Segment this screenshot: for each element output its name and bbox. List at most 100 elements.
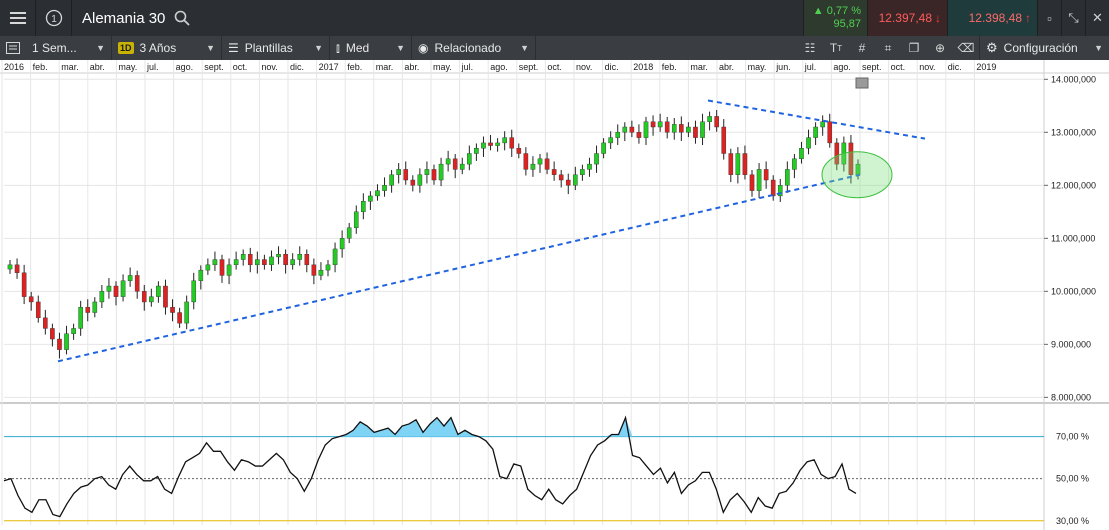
related-select[interactable]: ◉ Relacionado ▼: [412, 36, 536, 60]
candle-body: [212, 259, 218, 266]
price-tick-label: 13.000,000: [1051, 127, 1096, 137]
candle-body: [255, 259, 260, 266]
candle-body: [353, 211, 359, 228]
month-label: oct.: [891, 62, 906, 72]
magnet-icon[interactable]: ⊕: [934, 41, 946, 55]
price-chart[interactable]: 2016 feb. mar. abr. may. jul. ago. sept. oct. nov…: [0, 60, 1109, 530]
candle-body: [509, 137, 515, 149]
candle-body: [502, 137, 507, 144]
month-label: ago.: [176, 62, 194, 72]
chevron-down-icon: ▼: [1094, 43, 1103, 53]
close-icon[interactable]: ✕: [1085, 0, 1109, 36]
settings-select[interactable]: ⚙ Configuración ▼: [979, 36, 1109, 60]
month-label: oct.: [547, 62, 562, 72]
crosshair-icon[interactable]: ⌗: [884, 40, 892, 55]
expand-icon[interactable]: ⤡: [1061, 0, 1085, 36]
candle-body: [226, 264, 232, 276]
chart-area[interactable]: 2016 feb. mar. abr. may. jul. ago. sept. oct. nov…: [0, 60, 1109, 530]
month-label: abr.: [90, 62, 105, 72]
candle-body: [14, 264, 20, 273]
templates-label: Plantillas: [244, 41, 293, 55]
duplicate-icon[interactable]: ❐: [908, 41, 920, 55]
candle-body: [459, 163, 465, 170]
resistance-trendline: [707, 99, 926, 140]
support-trendline: [57, 173, 861, 363]
candle-body: [346, 227, 352, 239]
chart-toolbar: 1 Sem... ▼ 1D 3 Años ▼ ☰ Plantillas ▼ ⫾ Med…: [0, 36, 1109, 60]
candle-body: [551, 169, 557, 175]
candle-body: [21, 272, 27, 297]
candle-body: [113, 285, 119, 297]
candle-body: [587, 163, 592, 170]
range-select[interactable]: 1D 3 Años ▼: [112, 36, 222, 60]
month-label: ago.: [833, 62, 851, 72]
candle-body: [820, 121, 825, 128]
layout-icon[interactable]: [0, 36, 26, 60]
candle-body: [693, 126, 698, 138]
candle-body: [636, 132, 642, 138]
search-icon[interactable]: [173, 9, 191, 27]
candle-body: [318, 269, 324, 276]
highlight-ellipse: [821, 151, 893, 199]
templates-select[interactable]: ☰ Plantillas ▼: [222, 36, 330, 60]
chart-type-select[interactable]: ⫾ Med ▼: [330, 36, 412, 60]
candle-body: [700, 121, 705, 138]
month-label: feb.: [662, 62, 677, 72]
y-axis-labels: 14.000,000 13.000,000 12.000,000 11.000,000…: [1051, 74, 1096, 402]
buy-button[interactable]: 12.398,48 ↑: [947, 0, 1037, 36]
candle-body: [580, 169, 585, 175]
candle-body: [481, 142, 486, 149]
candle-body: [134, 275, 140, 292]
candle-body: [71, 328, 76, 334]
change-absolute: 95,87: [833, 18, 861, 30]
candle-body: [516, 148, 522, 154]
candle-body: [325, 264, 331, 271]
candle-body: [742, 153, 748, 175]
candle-body: [445, 158, 451, 165]
candle-body: [608, 137, 613, 144]
candle-body: [643, 121, 649, 138]
candle-body: [573, 174, 578, 186]
settings-label: Configuración: [1003, 41, 1078, 55]
related-label: Relacionado: [434, 41, 502, 55]
month-label: dic.: [605, 62, 619, 72]
label-icon[interactable]: ⌫: [957, 41, 975, 55]
candle-body: [163, 285, 168, 308]
month-label: abr.: [404, 62, 419, 72]
chevron-down-icon: ▼: [396, 43, 405, 53]
candle-body: [64, 333, 69, 350]
interval-select[interactable]: 1 Sem... ▼: [26, 36, 112, 60]
month-label: sept.: [519, 62, 539, 72]
candle-body: [657, 121, 663, 128]
candle-body: [735, 153, 741, 175]
minimize-icon[interactable]: ▫: [1037, 0, 1061, 36]
sell-button[interactable]: 12.397,48 ↓: [867, 0, 947, 36]
menu-icon[interactable]: [0, 0, 36, 36]
candle-body: [792, 158, 797, 170]
candle-body: [813, 126, 818, 138]
candle-body: [544, 158, 550, 170]
candle-body: [240, 254, 246, 260]
candle-body: [728, 153, 734, 175]
candle-body: [777, 185, 783, 197]
candle-body: [601, 142, 606, 154]
candle-body: [184, 301, 189, 324]
candle-body: [35, 301, 41, 319]
info-icon[interactable]: 1: [36, 0, 72, 36]
grid-icon[interactable]: #: [858, 41, 866, 55]
rsi-tick-label: 70,00 %: [1056, 432, 1089, 442]
month-label: nov.: [261, 62, 277, 72]
candle-body: [219, 259, 225, 276]
candle-body: [7, 264, 13, 270]
price-tick-label: 12.000,000: [1051, 180, 1096, 190]
candle-body: [558, 174, 564, 181]
month-label: may.: [433, 62, 452, 72]
candle-body: [474, 148, 479, 154]
indicators-icon[interactable]: ☷: [804, 41, 816, 55]
month-label: dic.: [290, 62, 304, 72]
month-label: jul.: [146, 62, 159, 72]
month-label: nov.: [919, 62, 935, 72]
month-label: sept.: [862, 62, 882, 72]
